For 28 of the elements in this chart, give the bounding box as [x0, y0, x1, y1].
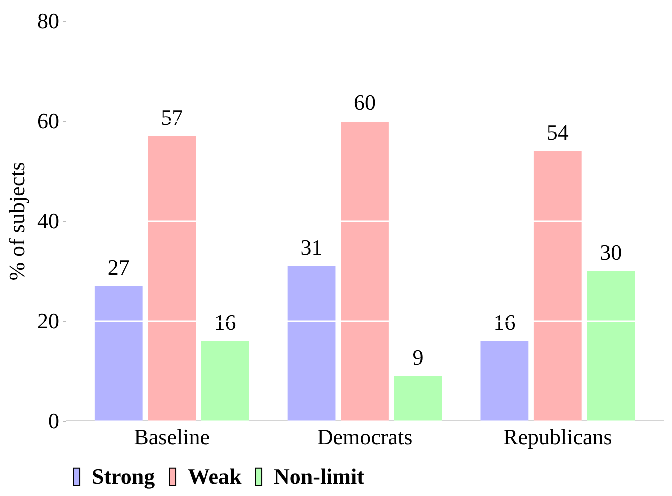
- bar: [480, 341, 529, 421]
- data-label: 57: [161, 105, 184, 130]
- legend-label: Weak: [188, 464, 243, 489]
- data-label: 27: [108, 255, 130, 280]
- data-label: 54: [546, 120, 569, 145]
- y-tick-label: 0: [48, 408, 60, 434]
- legend-label: Non-limit: [274, 464, 366, 489]
- x-tick-label: Democrats: [317, 424, 413, 450]
- bar: [201, 341, 250, 421]
- legend-label: Strong: [92, 464, 156, 489]
- x-tick-label: Republicans: [504, 424, 612, 450]
- bar: [341, 121, 389, 421]
- y-tick-label: 80: [38, 8, 60, 34]
- bar: [587, 271, 636, 421]
- y-tick-label: 20: [38, 308, 60, 334]
- bar: [148, 136, 196, 421]
- data-label: 31: [300, 235, 323, 260]
- bar: [394, 376, 442, 421]
- bar: [94, 286, 143, 421]
- y-tick-label: 60: [38, 108, 60, 134]
- bar: [288, 266, 336, 421]
- bar: [534, 151, 582, 421]
- data-label: 30: [600, 240, 622, 265]
- y-axis-title: % of subjects: [4, 162, 30, 281]
- y-tick-label: 40: [38, 208, 60, 234]
- data-label: 60: [354, 90, 376, 115]
- x-tick-label: Baseline: [134, 424, 210, 450]
- data-label: 9: [412, 345, 424, 370]
